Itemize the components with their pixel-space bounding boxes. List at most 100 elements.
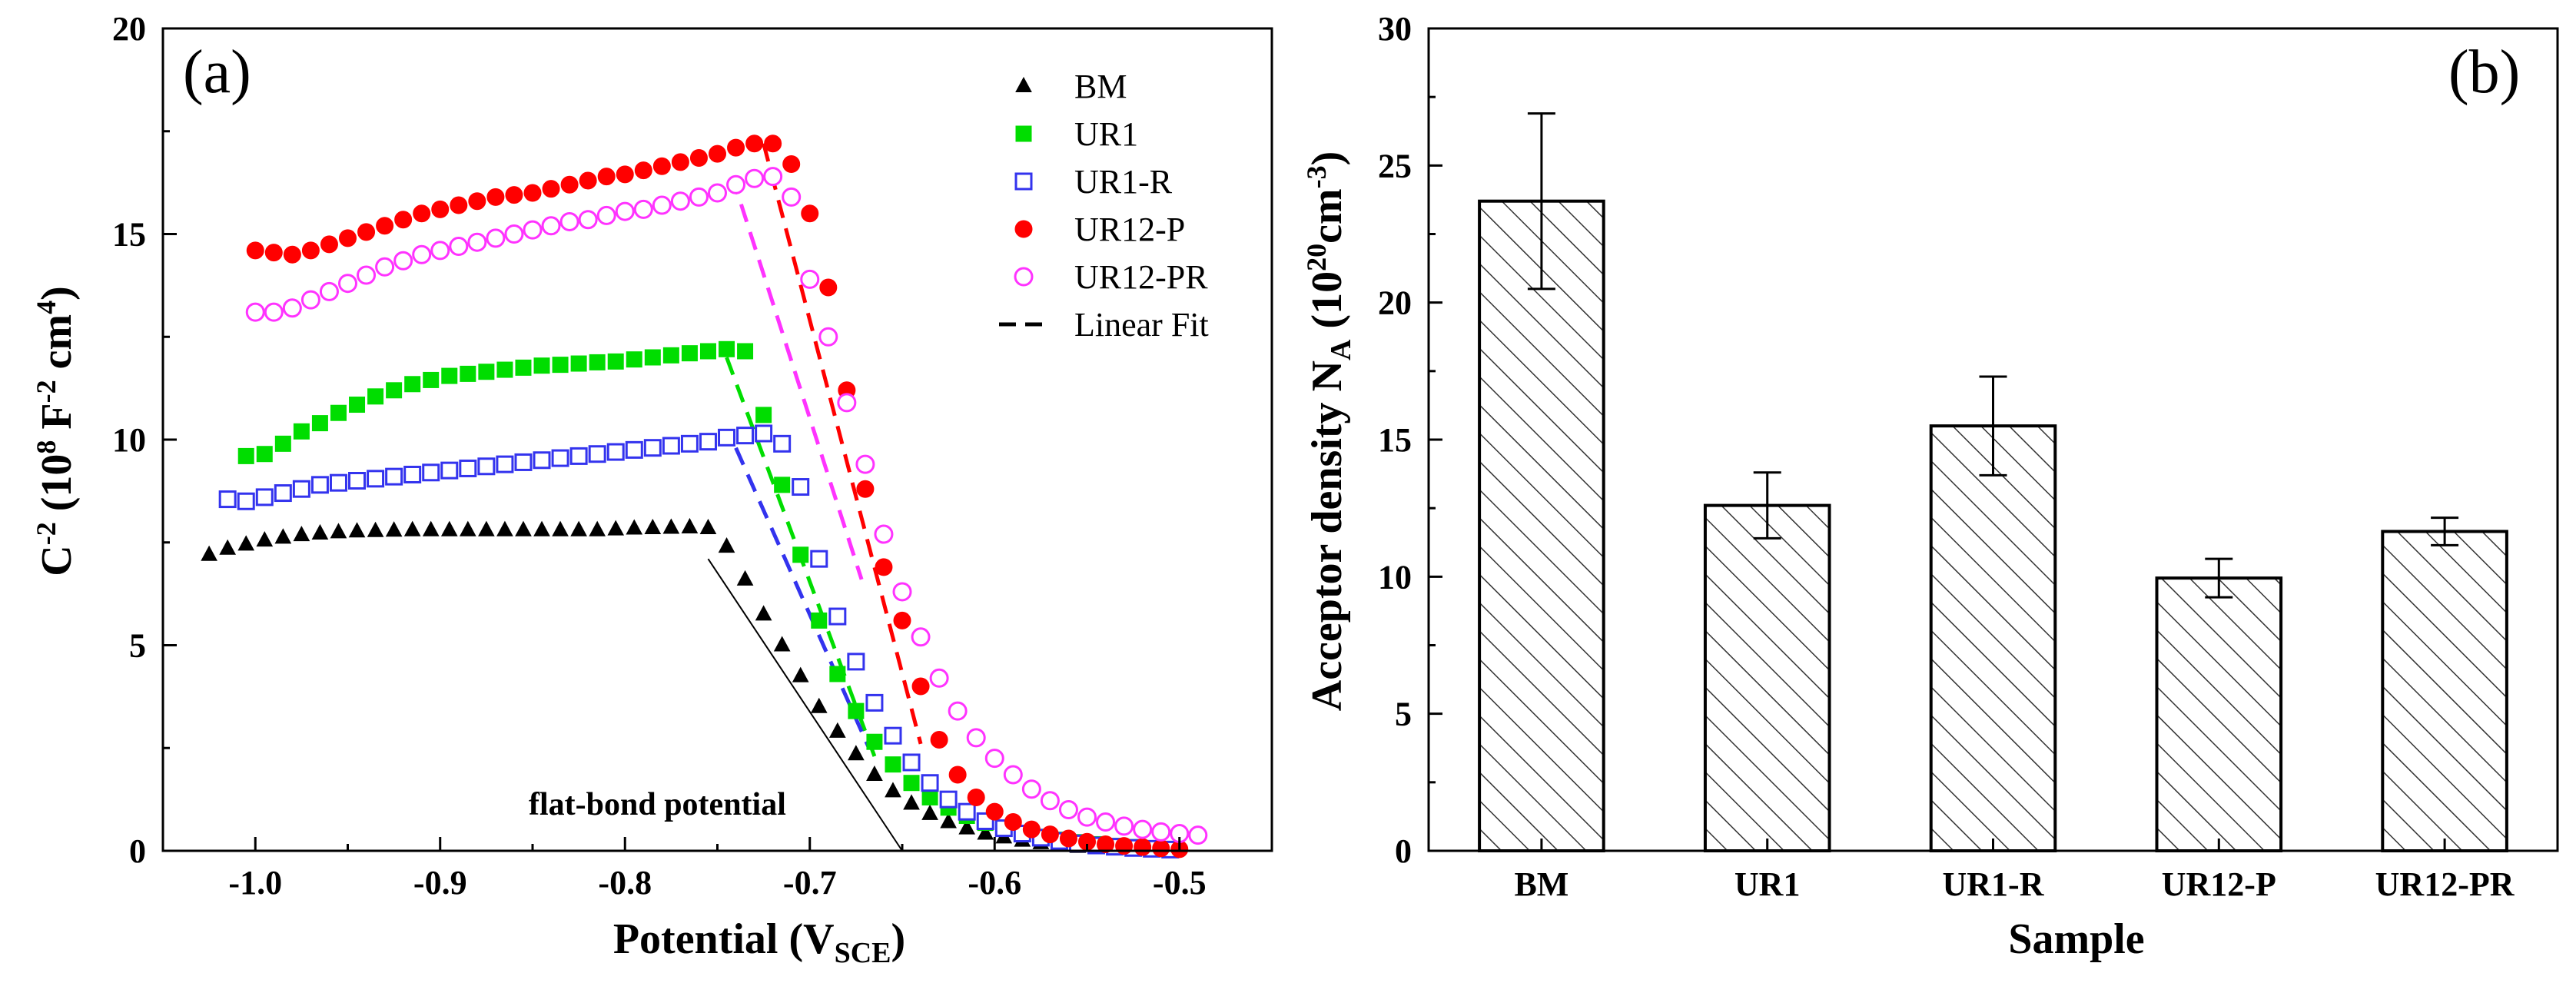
legend-label: BM xyxy=(1074,68,1127,105)
data-point xyxy=(422,463,440,482)
data-point xyxy=(1152,839,1170,858)
data-point xyxy=(218,490,237,509)
data-point xyxy=(680,434,699,453)
data-point xyxy=(552,520,569,536)
data-point xyxy=(818,327,838,347)
x-ticks-b: BM UR1 UR1-R UR12-P UR12-PR xyxy=(1514,839,2515,903)
data-point xyxy=(403,520,421,536)
y-tick-label: 20 xyxy=(112,10,146,48)
data-point xyxy=(903,794,920,810)
data-point xyxy=(478,520,495,536)
data-point xyxy=(245,302,265,322)
data-point xyxy=(376,217,394,235)
data-point xyxy=(699,343,716,360)
data-point xyxy=(459,459,477,477)
fit-line xyxy=(730,175,864,580)
data-point xyxy=(681,345,698,362)
data-point xyxy=(515,520,532,536)
data-point xyxy=(607,520,625,536)
y-ticks-b: 0 5 10 15 20 25 30 xyxy=(1378,10,1442,870)
data-point xyxy=(570,355,587,372)
data-point xyxy=(588,445,606,463)
data-point xyxy=(256,446,273,463)
legend-label: UR1 xyxy=(1074,115,1138,153)
data-point xyxy=(634,161,652,180)
data-point xyxy=(819,278,838,297)
data-point xyxy=(773,434,792,453)
data-point xyxy=(386,382,403,399)
data-point xyxy=(255,488,274,506)
data-point xyxy=(865,693,884,712)
data-point xyxy=(893,611,911,629)
data-point xyxy=(885,756,901,773)
data-point xyxy=(828,607,847,626)
data-point xyxy=(1134,838,1152,856)
data-point xyxy=(515,359,532,376)
data-point xyxy=(478,364,495,380)
data-point xyxy=(274,435,291,452)
data-point xyxy=(559,211,579,231)
legend-label: Linear Fit xyxy=(1074,306,1209,344)
data-point xyxy=(441,367,458,384)
data-point xyxy=(671,153,689,171)
panel-label-b: (b) xyxy=(2448,38,2520,106)
data-point xyxy=(719,340,735,357)
y-tick-label: 5 xyxy=(1395,696,1412,733)
data-point xyxy=(449,237,469,257)
data-point xyxy=(413,204,431,223)
data-point xyxy=(523,220,543,240)
data-point xyxy=(551,449,569,467)
data-point xyxy=(569,447,588,465)
y-tick-label: 15 xyxy=(1378,421,1412,459)
data-point xyxy=(1097,835,1115,853)
data-point xyxy=(440,520,458,536)
data-point xyxy=(718,537,735,553)
data-point xyxy=(792,546,809,563)
data-point xyxy=(885,782,901,798)
data-point xyxy=(884,726,902,745)
data-point xyxy=(736,427,755,445)
data-point xyxy=(237,447,254,464)
data-point xyxy=(774,477,791,493)
data-point xyxy=(293,526,310,542)
x-tick-label: -0.6 xyxy=(968,864,1021,902)
data-point xyxy=(570,520,587,536)
data-point xyxy=(847,653,865,671)
data-point xyxy=(486,228,506,248)
flat-band-annotation: flat-bond potential xyxy=(529,787,786,822)
data-point xyxy=(319,281,339,301)
data-point xyxy=(385,467,403,486)
y-tick-label: 20 xyxy=(1378,284,1412,322)
data-point xyxy=(755,424,773,443)
data-point xyxy=(958,819,976,835)
y-tick-label: 0 xyxy=(1395,832,1412,870)
data-point xyxy=(792,666,809,682)
legend-label: UR12-PR xyxy=(1074,258,1208,296)
legend-label: UR1-R xyxy=(1074,163,1173,201)
data-point xyxy=(800,269,820,289)
data-point xyxy=(256,531,274,547)
data-point xyxy=(450,196,468,214)
data-point xyxy=(828,722,846,738)
data-point xyxy=(460,365,476,382)
data-point xyxy=(467,232,487,252)
data-point xyxy=(523,184,542,202)
data-point xyxy=(625,440,643,459)
data-point xyxy=(264,302,284,322)
legend-marker xyxy=(1015,76,1032,92)
data-point xyxy=(589,520,606,536)
bar xyxy=(1703,503,1831,852)
bars xyxy=(1478,112,2508,852)
data-point xyxy=(866,733,883,750)
data-point xyxy=(1188,825,1208,845)
series-ur1-r xyxy=(218,424,1180,858)
data-point xyxy=(607,353,624,370)
data-point xyxy=(422,520,440,536)
data-point xyxy=(1003,765,1023,785)
data-point xyxy=(929,668,949,688)
data-point xyxy=(403,465,422,483)
data-point xyxy=(329,473,347,492)
data-point xyxy=(755,407,772,423)
data-point xyxy=(219,539,237,555)
data-point xyxy=(948,766,967,784)
